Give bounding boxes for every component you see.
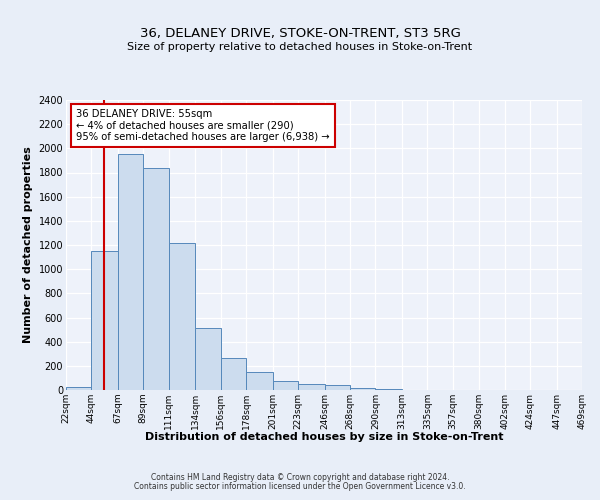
Bar xyxy=(325,385,350,390)
Bar xyxy=(91,251,118,390)
Text: Contains HM Land Registry data © Crown copyright and database right 2024.: Contains HM Land Registry data © Crown c… xyxy=(151,473,449,482)
Bar xyxy=(118,154,143,390)
Y-axis label: Number of detached properties: Number of detached properties xyxy=(23,146,33,344)
Bar xyxy=(66,387,91,390)
Text: Size of property relative to detached houses in Stoke-on-Trent: Size of property relative to detached ho… xyxy=(127,42,473,52)
Bar xyxy=(350,388,376,390)
Bar xyxy=(272,380,298,390)
Bar xyxy=(169,243,195,390)
Bar xyxy=(298,384,325,390)
Bar xyxy=(195,328,221,390)
Text: 36 DELANEY DRIVE: 55sqm
← 4% of detached houses are smaller (290)
95% of semi-de: 36 DELANEY DRIVE: 55sqm ← 4% of detached… xyxy=(76,108,330,142)
Text: Contains public sector information licensed under the Open Government Licence v3: Contains public sector information licen… xyxy=(134,482,466,491)
Text: 36, DELANEY DRIVE, STOKE-ON-TRENT, ST3 5RG: 36, DELANEY DRIVE, STOKE-ON-TRENT, ST3 5… xyxy=(140,28,460,40)
Bar xyxy=(143,168,169,390)
Bar xyxy=(246,372,272,390)
Bar xyxy=(221,358,246,390)
X-axis label: Distribution of detached houses by size in Stoke-on-Trent: Distribution of detached houses by size … xyxy=(145,432,503,442)
